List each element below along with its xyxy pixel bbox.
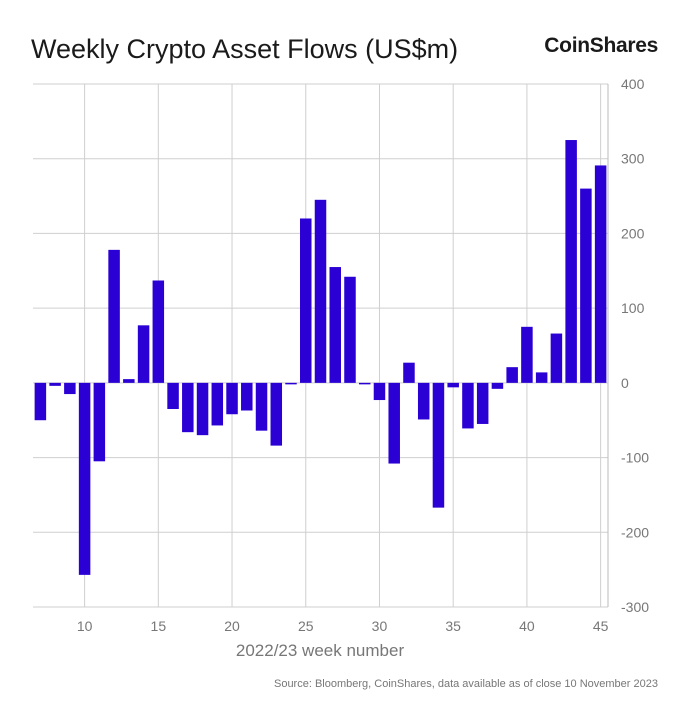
bar: [476, 382, 489, 424]
bar: [34, 382, 47, 421]
bar: [594, 165, 607, 383]
bar: [152, 280, 165, 383]
bar: [506, 367, 518, 383]
x-tick-label: 15: [151, 618, 167, 634]
bar: [491, 382, 504, 389]
bar: [565, 140, 577, 383]
bar: [535, 372, 548, 383]
bar: [403, 362, 415, 383]
bar: [196, 382, 209, 436]
y-tick-label: 100: [621, 300, 645, 316]
bar: [300, 218, 312, 383]
bar: [329, 267, 341, 383]
bar: [462, 382, 474, 429]
coinshares-logo: CoinShares: [544, 34, 658, 57]
bar: [358, 382, 371, 385]
bar: [226, 382, 238, 415]
y-tick-label: 400: [621, 76, 645, 92]
x-tick-label: 45: [593, 618, 609, 634]
x-tick-label: 20: [224, 618, 240, 634]
bar: [255, 382, 268, 431]
bar: [49, 382, 61, 386]
bar: [167, 382, 179, 410]
bar: [373, 382, 386, 401]
y-tick-label: -200: [621, 524, 649, 540]
x-tick-label: 40: [519, 618, 535, 634]
bar: [432, 382, 445, 508]
y-tick-label: -100: [621, 450, 649, 466]
x-tick-label: 30: [372, 618, 388, 634]
bar: [211, 382, 224, 426]
bar: [580, 188, 592, 383]
bar: [344, 276, 356, 383]
bar: [137, 325, 150, 383]
source-note: Source: Bloomberg, CoinShares, data avai…: [273, 678, 658, 690]
bar: [388, 382, 400, 464]
bar: [521, 326, 533, 383]
bar: [270, 382, 283, 446]
x-axis-label: 2022/23 week number: [236, 641, 405, 660]
chart-title: Weekly Crypto Asset Flows (US$m): [31, 34, 459, 64]
bar: [314, 199, 327, 383]
bar: [417, 382, 430, 420]
bar: [447, 382, 459, 388]
x-tick-label: 10: [77, 618, 93, 634]
y-axis-ticks: 400 300 200 100 0 -100 -200 -300: [621, 76, 649, 615]
bar: [285, 382, 297, 385]
bar: [182, 382, 194, 433]
bar: [550, 333, 563, 383]
bars: [34, 140, 607, 575]
bar: [241, 382, 253, 411]
x-axis-ticks: 10 15 20 25 30 35 40 45: [77, 618, 609, 634]
y-tick-label: 200: [621, 225, 645, 241]
y-tick-label: 0: [621, 375, 629, 391]
bar: [64, 382, 76, 395]
bar: [78, 382, 91, 575]
x-tick-label: 35: [445, 618, 461, 634]
bar: [123, 379, 135, 383]
x-tick-label: 25: [298, 618, 314, 634]
bar: [93, 382, 106, 462]
y-tick-label: 300: [621, 151, 645, 167]
y-tick-label: -300: [621, 599, 649, 615]
bar: [108, 249, 120, 383]
